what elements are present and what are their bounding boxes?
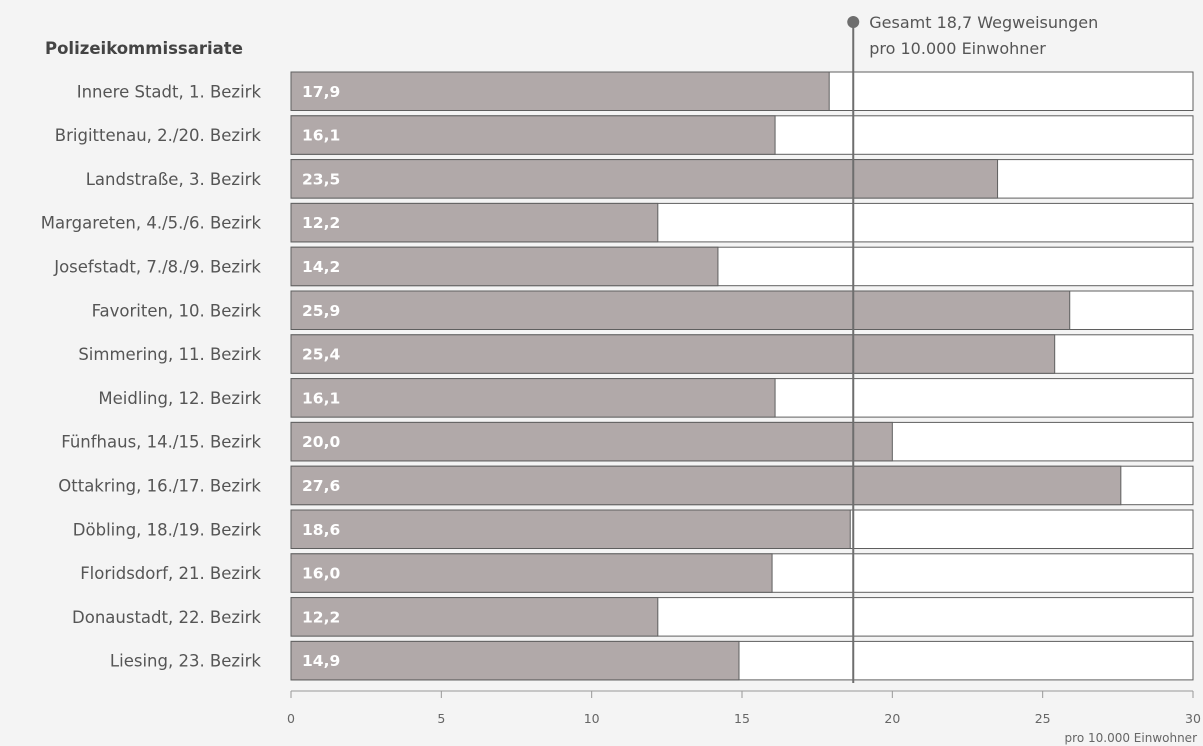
bar-value-label: 16,1 xyxy=(302,127,340,145)
reference-line-group: Gesamt 18,7 Wegweisungen pro 10.000 Einw… xyxy=(847,13,1098,683)
bar xyxy=(290,246,719,287)
bar xyxy=(290,290,1071,330)
category-label: Favoriten, 10. Bezirk xyxy=(92,301,262,320)
category-label: Simmering, 11. Bezirk xyxy=(78,345,261,364)
category-label: Donaustadt, 22. Bezirk xyxy=(72,608,261,627)
bar xyxy=(290,421,893,462)
x-tick-label: 10 xyxy=(584,711,600,726)
bar xyxy=(290,159,999,199)
reference-label-line1: Gesamt 18,7 Wegweisungen xyxy=(869,13,1098,32)
bar xyxy=(290,378,776,418)
bar xyxy=(290,115,776,155)
x-tick-label: 5 xyxy=(437,711,445,726)
bar-value-label: 23,5 xyxy=(302,170,340,188)
bar-value-label: 12,2 xyxy=(302,608,340,626)
category-label: Innere Stadt, 1. Bezirk xyxy=(77,82,262,101)
category-label: Liesing, 23. Bezirk xyxy=(110,652,262,671)
category-label: Ottakring, 16./17. Bezirk xyxy=(58,476,261,495)
bar-value-label: 14,9 xyxy=(302,652,340,670)
x-tick-label: 30 xyxy=(1185,711,1201,726)
category-label: Margareten, 4./5./6. Bezirk xyxy=(41,214,262,233)
x-tick-label: 20 xyxy=(884,711,900,726)
category-label: Landstraße, 3. Bezirk xyxy=(86,170,262,189)
reference-dot xyxy=(847,16,860,28)
category-label: Döbling, 18./19. Bezirk xyxy=(73,520,262,539)
bar-value-label: 16,0 xyxy=(302,565,340,583)
category-label: Josefstadt, 7./8./9. Bezirk xyxy=(53,257,261,276)
bar xyxy=(290,71,830,111)
category-labels: Innere Stadt, 1. Bezirk Brigittenau, 2./2… xyxy=(41,82,262,670)
bar-value-label: 25,9 xyxy=(302,302,340,320)
reference-label-line2: pro 10.000 Einwohner xyxy=(869,39,1046,58)
bar xyxy=(290,334,1056,374)
bar-value-label: 27,6 xyxy=(302,477,340,495)
bar xyxy=(290,509,851,549)
bar xyxy=(290,465,1122,506)
bar-value-label: 14,2 xyxy=(302,258,340,276)
bar-value-label: 16,1 xyxy=(302,389,340,407)
bars xyxy=(290,71,1122,681)
x-axis-unit-label: pro 10.000 Einwohner xyxy=(1065,731,1198,745)
bar xyxy=(290,640,740,681)
x-tick-label: 25 xyxy=(1035,711,1051,726)
category-label: Brigittenau, 2./20. Bezirk xyxy=(55,126,262,145)
x-axis: 0 5 10 15 20 25 30 xyxy=(287,690,1201,726)
bar xyxy=(290,553,773,593)
category-header: Polizeikommissariate xyxy=(45,39,243,58)
bar-value-label: 18,6 xyxy=(302,521,340,539)
x-tick-label: 0 xyxy=(287,711,295,726)
category-label: Fünfhaus, 14./15. Bezirk xyxy=(61,433,261,452)
bar-value-label: 25,4 xyxy=(302,346,340,364)
bar-value-label: 20,0 xyxy=(302,433,340,451)
value-labels: 17,9 16,1 23,5 12,2 14,2 25,9 25,4 16,1 20,0 27,6… xyxy=(302,83,340,670)
x-tick-label: 15 xyxy=(734,711,750,726)
category-label: Floridsdorf, 21. Bezirk xyxy=(80,564,261,583)
bar xyxy=(290,202,659,243)
bar xyxy=(290,597,659,637)
bar-value-label: 17,9 xyxy=(302,83,340,101)
bar-value-label: 12,2 xyxy=(302,214,340,232)
category-label: Meidling, 12. Bezirk xyxy=(98,389,261,408)
